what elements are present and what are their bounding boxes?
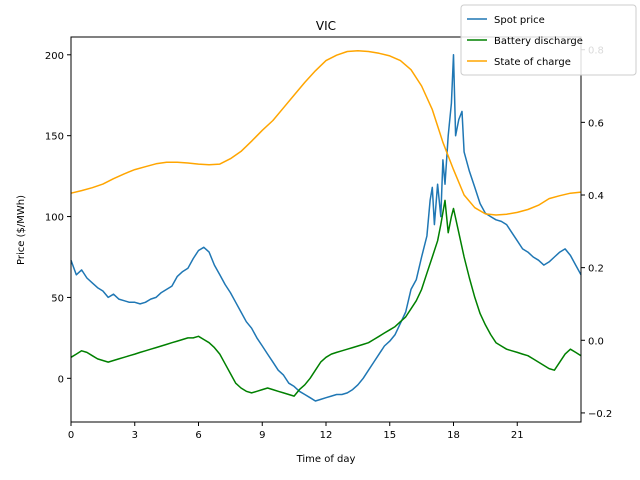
y2-tick-label: −0.2 (588, 409, 612, 420)
x-axis-label: Time of day (296, 454, 356, 465)
y-tick-label: 100 (45, 213, 64, 224)
x-tick-label: 15 (383, 430, 396, 441)
x-tick-label: 3 (132, 430, 138, 441)
series-line-state-of-charge (70, 50, 582, 216)
x-tick-label: 21 (511, 430, 524, 441)
legend-label-state-of-charge: State of charge (494, 57, 571, 68)
y-tick-label: 150 (45, 132, 64, 143)
chart-title: VIC (316, 19, 336, 33)
legend-label-battery-discharge: Battery discharge (494, 36, 583, 47)
plot-area-frame (70, 36, 582, 423)
y2-tick-label: 0.6 (588, 118, 604, 129)
series-layer (70, 50, 582, 402)
y-tick-label: 0 (58, 374, 64, 385)
y2-tick-label: 0.4 (588, 191, 604, 202)
legend-label-spot-price: Spot price (494, 15, 545, 26)
y2-tick-label: 0.0 (588, 336, 604, 347)
y2-tick-label: 0.2 (588, 264, 604, 275)
x-axis: 0 3 6 9 12 15 18 21 (68, 422, 524, 441)
series-line-spot-price (70, 54, 582, 402)
y-axis-label: Price ($/MWh) (16, 195, 27, 265)
x-tick-label: 18 (447, 430, 460, 441)
y-axis-left: 0 50 100 150 200 (45, 51, 71, 385)
x-tick-label: 9 (259, 430, 265, 441)
y-tick-label: 200 (45, 51, 64, 62)
legend: Spot price Battery discharge State of char… (460, 4, 637, 76)
series-line-battery-discharge (70, 199, 582, 397)
x-tick-label: 0 (68, 430, 74, 441)
y-tick-label: 50 (51, 293, 64, 304)
x-tick-label: 12 (320, 430, 333, 441)
y-axis-right: −0.20.00.20.40.60.8 (581, 46, 612, 420)
legend-box (460, 4, 637, 76)
x-tick-label: 6 (195, 430, 201, 441)
